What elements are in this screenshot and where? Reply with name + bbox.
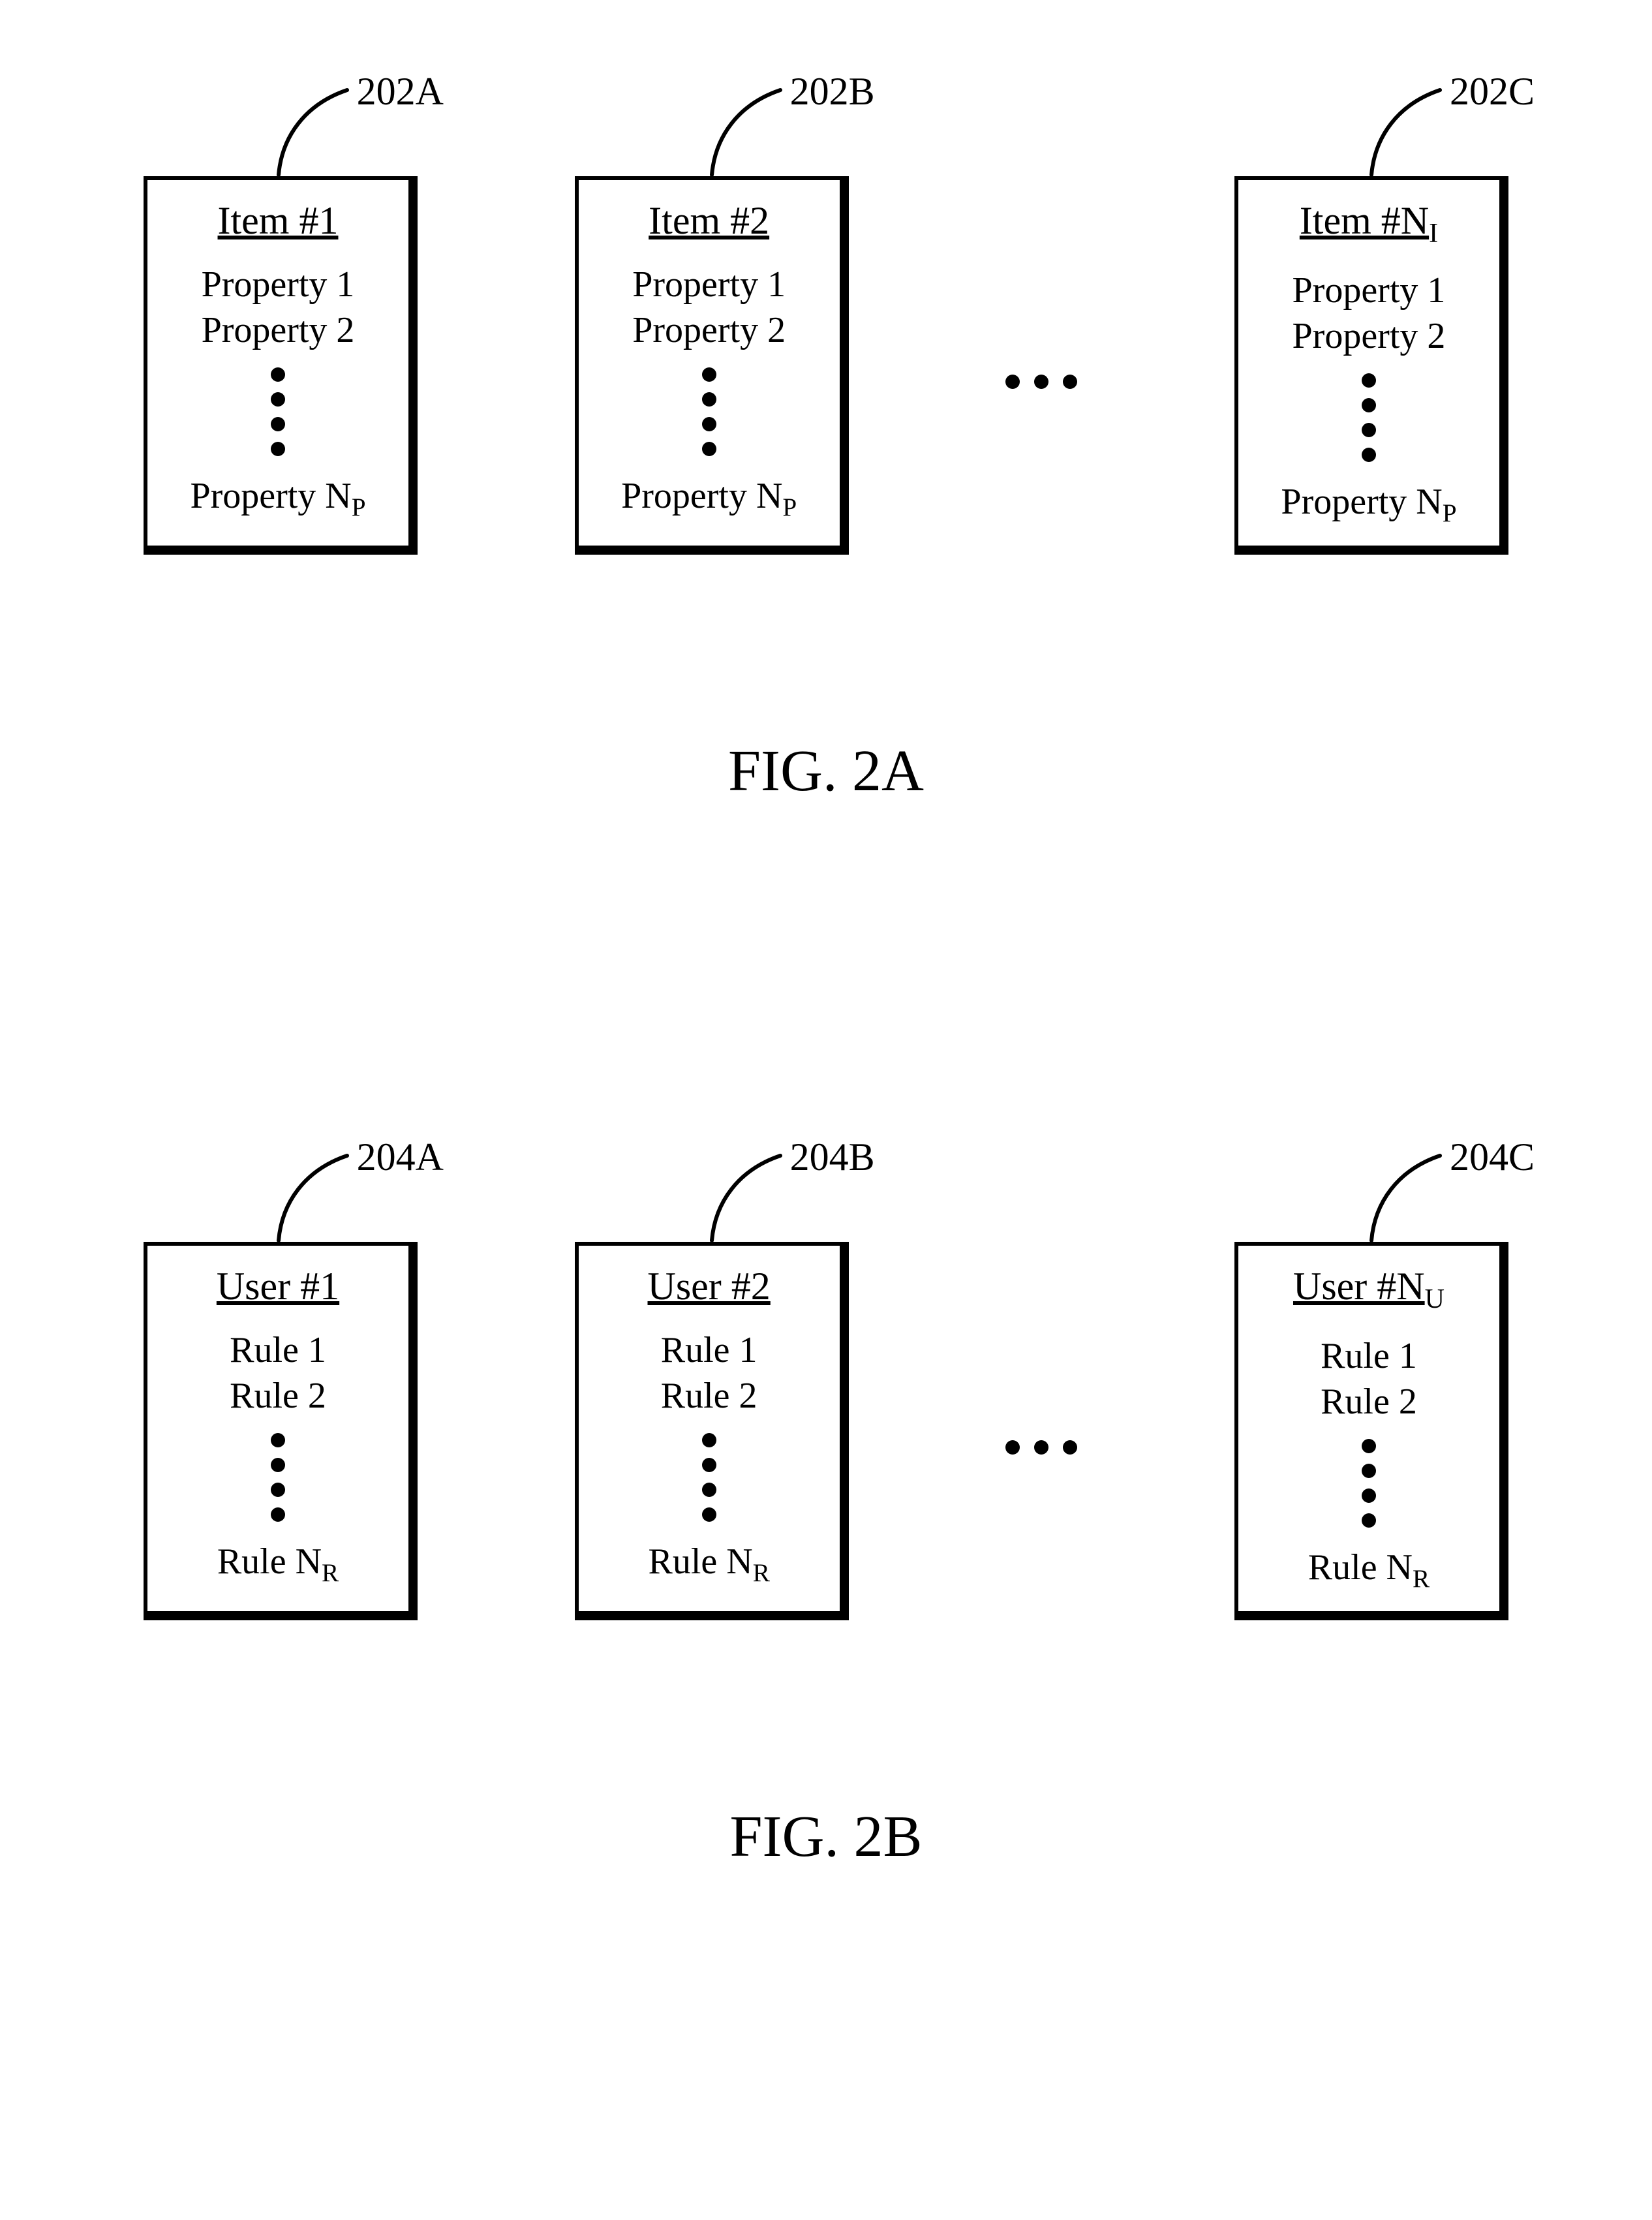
last-line-prefix: Property N (621, 476, 782, 516)
box-title: Item #1 (218, 198, 339, 243)
callout-202a: 202A (266, 78, 444, 176)
vertical-ellipsis-icon (271, 1433, 285, 1522)
figure-2b: 204A User #1 Rule 1 Rule 2 Rule NR (117, 1144, 1535, 1870)
box-204c-wrap: 204C User #NU Rule 1 Rule 2 Rule NR (1234, 1144, 1508, 1620)
box-title: Item #2 (649, 198, 769, 243)
vertical-ellipsis-icon (1362, 1439, 1376, 1528)
callout-leader-icon (699, 1144, 784, 1242)
last-line-prefix: Rule N (648, 1541, 752, 1582)
box-line: Property 1 (202, 262, 355, 307)
title-sub: I (1429, 219, 1438, 249)
figure-2b-caption: FIG. 2B (729, 1803, 922, 1870)
title-prefix: User #N (1293, 1265, 1425, 1308)
box-202c-wrap: 202C Item #NI Property 1 Property 2 Prop… (1234, 78, 1508, 555)
vertical-ellipsis-icon (1362, 373, 1376, 462)
last-line-sub: P (782, 493, 797, 521)
last-line-sub: R (1413, 1565, 1430, 1593)
box-title: User #NU (1293, 1264, 1445, 1315)
box-line: Rule 1 (1321, 1333, 1417, 1379)
last-line-sub: R (322, 1559, 339, 1587)
box-title: User #1 (217, 1264, 339, 1309)
page: 202A Item #1 Property 1 Property 2 Prope… (0, 0, 1652, 2220)
box-line: Rule 2 (661, 1373, 757, 1419)
callout-leader-icon (266, 78, 350, 176)
box-line-last: Property NP (621, 473, 797, 523)
box-line-last: Rule NR (1308, 1545, 1430, 1595)
last-line-prefix: Property N (190, 476, 351, 516)
box-title: User #2 (648, 1264, 771, 1309)
box-202c: Item #NI Property 1 Property 2 Property … (1234, 176, 1508, 555)
vertical-ellipsis-icon (702, 367, 716, 456)
box-204b: User #2 Rule 1 Rule 2 Rule NR (575, 1242, 849, 1620)
callout-204a: 204A (266, 1144, 444, 1242)
box-202a: Item #1 Property 1 Property 2 Property N… (144, 176, 418, 555)
callout-202c: 202C (1358, 78, 1535, 176)
vertical-ellipsis-icon (271, 367, 285, 456)
box-line-last: Property NP (1281, 479, 1456, 529)
horizontal-ellipsis-icon (1005, 1440, 1077, 1455)
callout-label: 204C (1450, 1137, 1535, 1177)
callout-label: 202B (790, 72, 875, 111)
box-line: Rule 1 (661, 1327, 757, 1373)
callout-204b: 204B (699, 1144, 875, 1242)
vertical-ellipsis-icon (702, 1433, 716, 1522)
box-line: Property 2 (1293, 313, 1446, 359)
callout-leader-icon (266, 1144, 350, 1242)
box-line: Property 1 (1293, 268, 1446, 313)
box-line-last: Rule NR (217, 1539, 339, 1589)
box-202b-wrap: 202B Item #2 Property 1 Property 2 Prope… (575, 78, 849, 555)
box-204a: User #1 Rule 1 Rule 2 Rule NR (144, 1242, 418, 1620)
box-line: Property 2 (202, 307, 355, 353)
callout-label: 204B (790, 1137, 875, 1177)
figure-2a: 202A Item #1 Property 1 Property 2 Prope… (117, 78, 1535, 805)
callout-label: 202C (1450, 72, 1535, 111)
last-line-prefix: Rule N (217, 1541, 322, 1582)
callout-204c: 204C (1358, 1144, 1535, 1242)
box-title: Item #NI (1300, 198, 1438, 249)
horizontal-ellipsis-icon (1005, 375, 1077, 389)
box-204c: User #NU Rule 1 Rule 2 Rule NR (1234, 1242, 1508, 1620)
figure-2b-row: 204A User #1 Rule 1 Rule 2 Rule NR (117, 1144, 1535, 1620)
callout-label: 202A (357, 72, 444, 111)
box-line: Property 2 (632, 307, 786, 353)
title-sub: U (1425, 1284, 1445, 1314)
last-line-prefix: Property N (1281, 482, 1442, 522)
box-line-last: Rule NR (648, 1539, 769, 1589)
box-line-last: Property NP (190, 473, 365, 523)
box-202b: Item #2 Property 1 Property 2 Property N… (575, 176, 849, 555)
callout-leader-icon (699, 78, 784, 176)
figure-2a-row: 202A Item #1 Property 1 Property 2 Prope… (117, 78, 1535, 555)
box-204a-wrap: 204A User #1 Rule 1 Rule 2 Rule NR (144, 1144, 418, 1620)
figure-2a-caption: FIG. 2A (728, 737, 924, 805)
last-line-sub: P (1443, 499, 1457, 527)
box-line: Rule 2 (230, 1373, 326, 1419)
last-line-prefix: Rule N (1308, 1547, 1413, 1588)
box-line: Rule 2 (1321, 1379, 1417, 1425)
last-line-sub: P (352, 493, 366, 521)
box-line: Property 1 (632, 262, 786, 307)
box-line: Rule 1 (230, 1327, 326, 1373)
box-202a-wrap: 202A Item #1 Property 1 Property 2 Prope… (144, 78, 418, 555)
last-line-sub: R (753, 1559, 770, 1587)
callout-202b: 202B (699, 78, 875, 176)
box-204b-wrap: 204B User #2 Rule 1 Rule 2 Rule NR (575, 1144, 849, 1620)
callout-leader-icon (1358, 78, 1443, 176)
title-prefix: Item #N (1300, 199, 1429, 242)
callout-leader-icon (1358, 1144, 1443, 1242)
callout-label: 204A (357, 1137, 444, 1177)
